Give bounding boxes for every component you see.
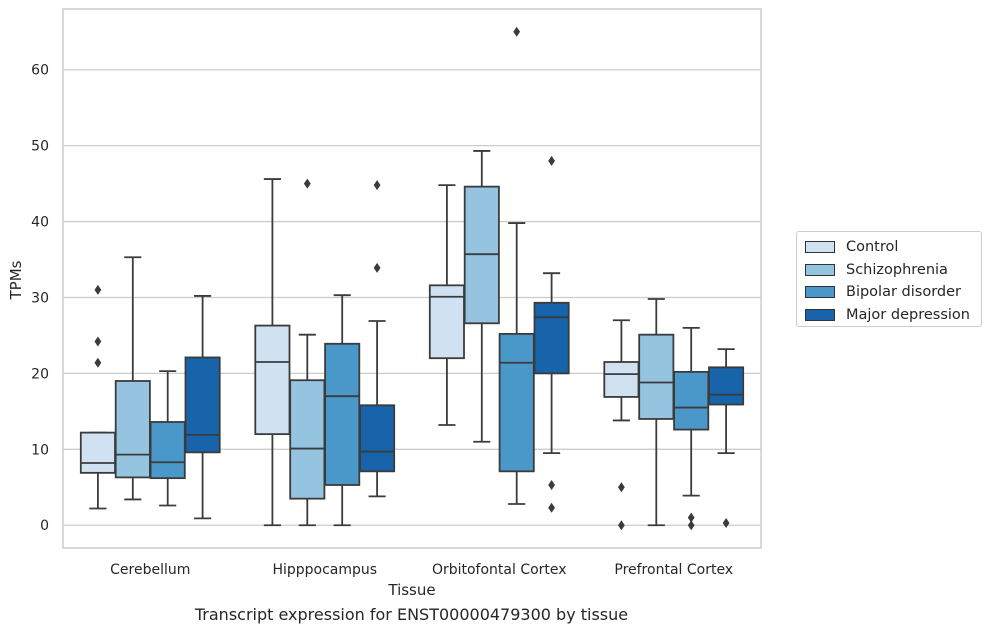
iqr-box (254, 324, 291, 436)
y-tick-50: 50 (31, 139, 49, 155)
iqr-box (359, 404, 396, 473)
box-hipppocampus-control (254, 178, 291, 527)
box-hipppocampus-bipolar-disorder (324, 294, 361, 527)
y-tick-60: 60 (31, 63, 49, 79)
box-orbitofontal-cortex-bipolar-disorder (498, 26, 535, 505)
outlier-point (94, 336, 102, 347)
outlier-point (303, 178, 311, 189)
legend-swatch-major-depression (805, 308, 835, 321)
box-hipppocampus-major-depression (359, 180, 396, 498)
legend-item-major-depression: Major depression (805, 304, 973, 327)
legend-swatch-control (805, 241, 835, 254)
y-tick-40: 40 (31, 215, 49, 231)
y-tick-labels: 0 10 20 30 40 50 60 (31, 63, 49, 534)
legend-label-control: Control (846, 239, 899, 256)
chart-caption: Transcript expression for ENST0000047930… (194, 605, 629, 624)
iqr-box (114, 380, 151, 479)
outlier-point (548, 479, 555, 490)
y-tick-30: 30 (31, 290, 49, 306)
iqr-box (708, 366, 745, 406)
iqr-box (673, 370, 710, 431)
x-tick-cerebellum: Cerebellum (110, 562, 190, 578)
iqr-box (638, 333, 675, 420)
iqr-box (184, 356, 221, 454)
boxes (79, 26, 745, 531)
outlier-point (373, 180, 381, 191)
box-orbitofontal-cortex-major-depression (533, 155, 570, 513)
iqr-box (289, 379, 326, 500)
x-tick-prefrontal-cortex: Prefrontal Cortex (614, 562, 733, 578)
x-tick-orbitofontal-cortex: Orbitofontal Cortex (432, 562, 567, 578)
iqr-box (79, 431, 116, 474)
box-prefrontal-cortex-bipolar-disorder (673, 326, 710, 531)
outlier-point (513, 26, 521, 37)
legend-item-bipolar-disorder: Bipolar disorder (805, 281, 973, 304)
outlier-point (548, 502, 555, 513)
legend-item-control: Control (805, 236, 973, 259)
x-axis-title: Tissue (387, 581, 435, 599)
box-cerebellum-bipolar-disorder (149, 370, 186, 507)
legend-label-bipolar-disorder: Bipolar disorder (846, 284, 961, 301)
iqr-box (149, 421, 186, 480)
legend-item-schizophrenia: Schizophrenia (805, 259, 973, 282)
legend-label-major-depression: Major depression (846, 306, 970, 323)
box-prefrontal-cortex-schizophrenia (638, 298, 675, 527)
outlier-point (373, 262, 381, 273)
box-prefrontal-cortex-major-depression (708, 348, 745, 528)
legend-label-schizophrenia: Schizophrenia (846, 261, 948, 278)
y-tick-0: 0 (40, 518, 49, 534)
box-cerebellum-control (79, 284, 116, 510)
iqr-box (533, 301, 570, 375)
y-tick-20: 20 (31, 366, 49, 382)
outlier-point (687, 520, 695, 531)
box-hipppocampus-schizophrenia (289, 178, 326, 527)
outlier-point (548, 155, 555, 166)
box-orbitofontal-cortex-schizophrenia (463, 150, 500, 443)
outlier-point (722, 517, 730, 528)
x-tick-hipppocampus: Hipppocampus (272, 562, 377, 578)
y-axis-title: TPMs (7, 260, 25, 300)
outlier-point (687, 512, 695, 523)
box-prefrontal-cortex-control (603, 319, 640, 531)
legend-swatch-schizophrenia (805, 263, 835, 276)
x-tick-labels: Cerebellum Hipppocampus Orbitofontal Corte… (110, 562, 733, 578)
outlier-point (618, 520, 625, 531)
iqr-box (324, 342, 361, 486)
legend: Control Schizophrenia Bipolar disorder M… (796, 231, 982, 327)
iqr-box (498, 333, 535, 473)
outlier-point (618, 482, 625, 493)
box-cerebellum-schizophrenia (114, 256, 151, 501)
box-cerebellum-major-depression (184, 295, 221, 520)
outlier-point (94, 357, 102, 368)
outlier-point (94, 284, 102, 295)
iqr-box (603, 361, 640, 398)
y-tick-10: 10 (31, 442, 49, 458)
legend-swatch-bipolar-disorder (805, 286, 835, 299)
plot-frame (62, 8, 762, 549)
